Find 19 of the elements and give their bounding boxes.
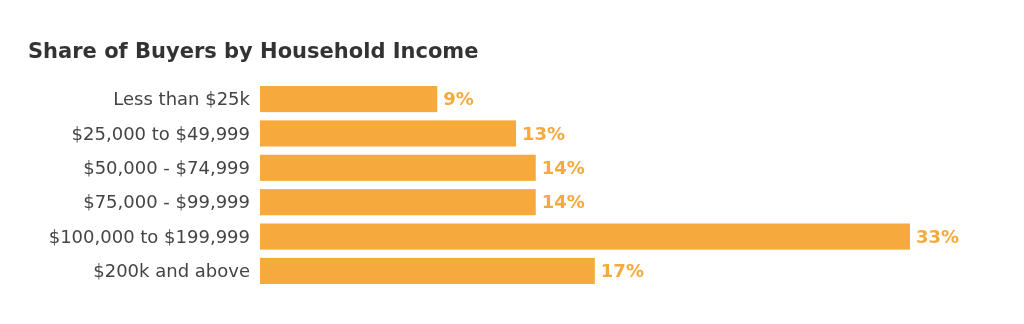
bar <box>260 257 595 284</box>
chart-title: Share of Buyers by Household Income <box>28 39 479 63</box>
bar <box>260 120 517 147</box>
data-label: 14% <box>541 191 585 213</box>
bar <box>260 154 536 181</box>
y-tick-label: $200k and above <box>93 260 250 282</box>
data-label: 33% <box>916 225 960 247</box>
y-tick-label: $50,000 - $74,999 <box>83 157 250 179</box>
y-tick-label: $25,000 to $49,999 <box>71 122 250 144</box>
data-label: 14% <box>541 157 585 179</box>
data-label: 13% <box>522 122 566 144</box>
data-label: 17% <box>600 260 644 282</box>
data-label: 9% <box>443 88 474 110</box>
bar <box>260 86 438 113</box>
bar <box>260 223 910 250</box>
bar <box>260 189 536 216</box>
y-tick-label: Less than $25k <box>113 88 251 110</box>
y-tick-label: $75,000 - $99,999 <box>83 191 250 213</box>
y-tick-label: $100,000 to $199,999 <box>48 225 250 247</box>
